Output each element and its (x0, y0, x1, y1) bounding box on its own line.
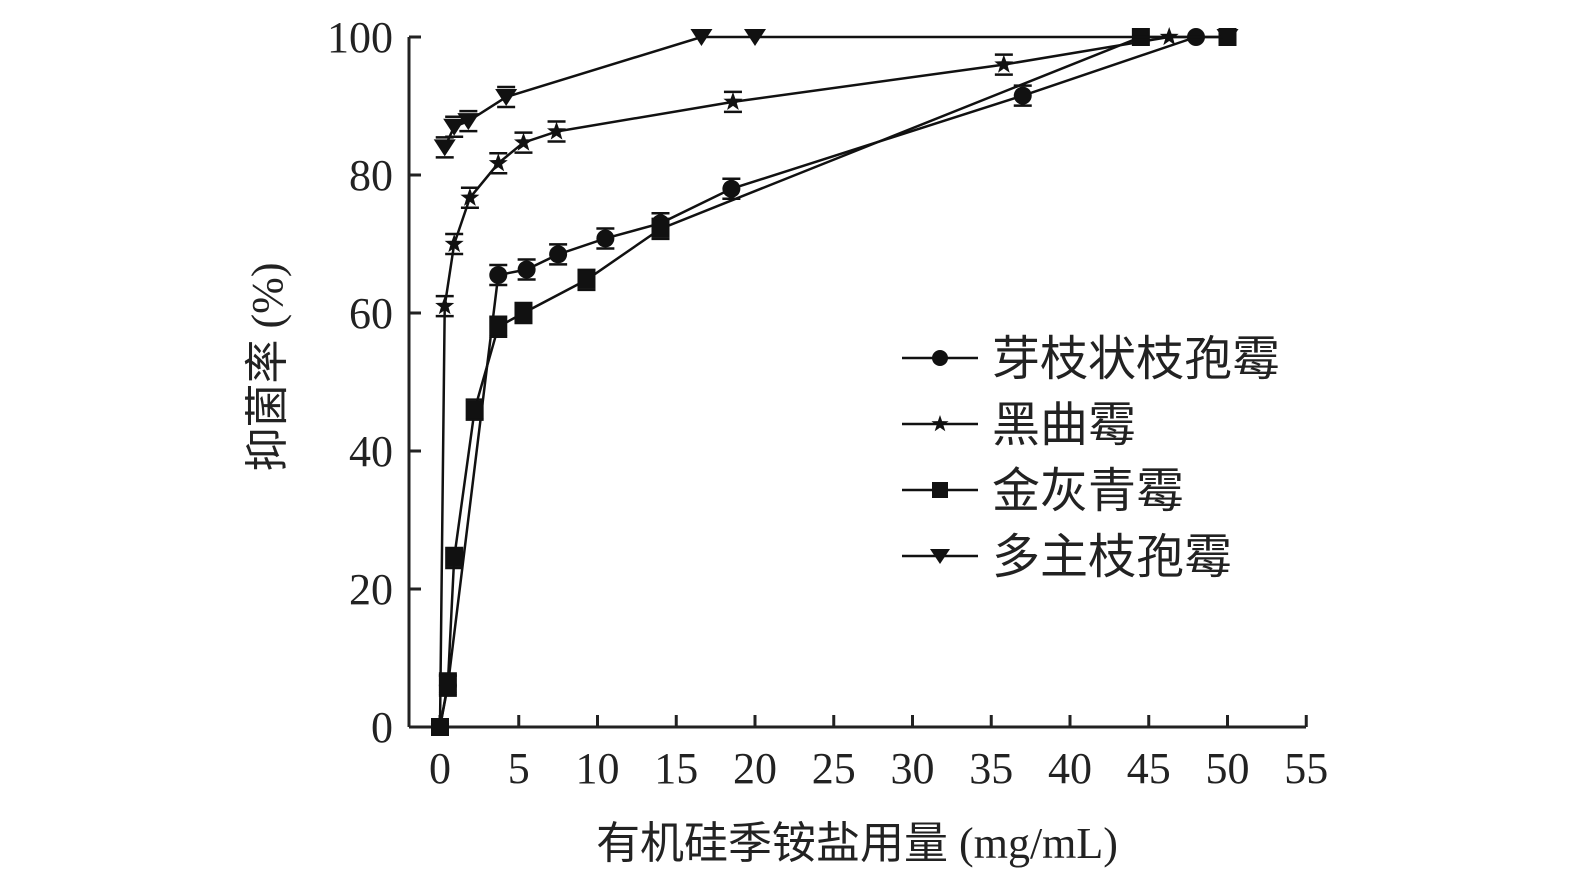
y-tick-label: 40 (349, 427, 393, 476)
circle-marker (489, 266, 508, 285)
x-tick-label: 30 (891, 744, 935, 793)
star-marker (547, 121, 567, 140)
star-marker (931, 415, 949, 432)
y-tick-label: 80 (349, 151, 393, 200)
y-tick-label: 0 (371, 703, 393, 752)
legend-label: 金灰青霉 (992, 465, 1184, 518)
square-marker (445, 548, 464, 567)
series-3 (433, 29, 1239, 159)
x-tick-label: 45 (1127, 744, 1171, 793)
triangle-marker (457, 113, 480, 131)
circle-marker (517, 260, 536, 279)
circle-marker (932, 350, 948, 366)
star-marker (444, 234, 464, 253)
square-marker (438, 674, 457, 693)
square-marker (431, 718, 449, 736)
circle-marker (1013, 86, 1032, 105)
triangle-marker (690, 29, 713, 46)
square-marker (932, 482, 948, 498)
series-2 (431, 28, 1237, 736)
star-marker (435, 296, 455, 315)
legend-label: 黑曲霉 (992, 399, 1136, 452)
x-tick-label: 55 (1284, 744, 1328, 793)
y-tick-label: 100 (327, 13, 393, 62)
circle-marker (549, 245, 568, 264)
triangle-marker (1216, 29, 1239, 46)
legend-label: 芽枝状枝孢霉 (992, 333, 1280, 386)
square-marker (577, 270, 596, 289)
triangle-marker (495, 89, 518, 107)
x-tick-label: 25 (812, 744, 856, 793)
x-tick-label: 35 (969, 744, 1013, 793)
triangle-marker (930, 549, 950, 564)
square-marker (489, 317, 508, 336)
series-line (438, 35, 1228, 728)
x-axis-label: 有机硅季铵盐用量 (mg/mL) (596, 819, 1118, 868)
x-tick-label: 0 (429, 744, 451, 793)
star-marker (723, 91, 743, 110)
circle-marker (596, 229, 615, 248)
plot-area (430, 27, 1239, 736)
axes: 0 20 40 60 80 100 0 5 10 15 20 25 30 35 40 45 50 55 (327, 13, 1328, 793)
x-tick-label: 10 (576, 744, 620, 793)
star-marker (994, 54, 1014, 73)
series-line (438, 35, 1170, 728)
legend-label: 多主枝孢霉 (992, 531, 1232, 584)
star-marker (488, 153, 508, 172)
square-marker (465, 400, 484, 419)
star-marker (514, 132, 533, 151)
triangle-marker (443, 118, 466, 136)
star-marker (460, 187, 480, 206)
triangle-marker (744, 29, 766, 46)
circle-marker (722, 179, 741, 198)
y-tick-label: 20 (349, 565, 393, 614)
series-1 (430, 27, 1179, 736)
square-marker (514, 304, 533, 322)
x-tick-label: 15 (654, 744, 698, 793)
x-tick-label: 5 (508, 744, 530, 793)
x-tick-label: 20 (733, 744, 777, 793)
x-tick-label: 50 (1206, 744, 1250, 793)
triangle-marker (433, 139, 456, 157)
y-tick-label: 60 (349, 289, 393, 338)
square-marker (651, 219, 670, 238)
y-axis-label: 抑菌率 (%) (243, 263, 292, 472)
x-tick-label: 40 (1048, 744, 1092, 793)
